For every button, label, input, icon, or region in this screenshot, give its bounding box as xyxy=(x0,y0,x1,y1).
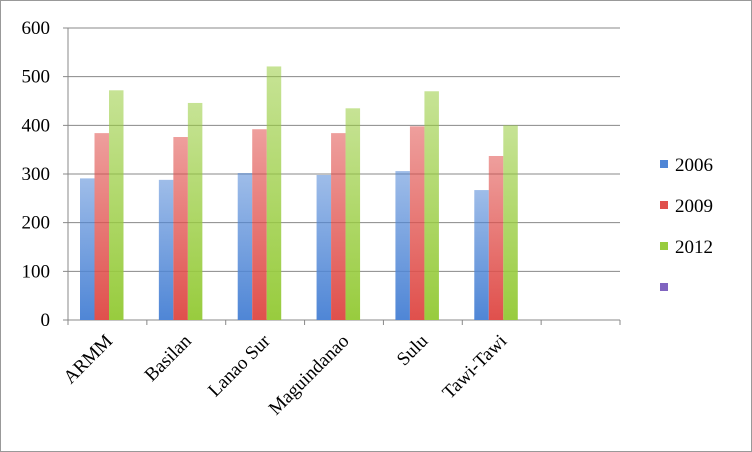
bar xyxy=(266,66,282,321)
bar xyxy=(503,125,518,320)
legend-swatch xyxy=(660,160,668,168)
bar xyxy=(158,179,174,320)
bar xyxy=(424,91,439,321)
legend-label: 2012 xyxy=(675,237,713,258)
bar xyxy=(80,178,95,320)
legend-swatch xyxy=(660,283,668,291)
bar xyxy=(237,173,253,320)
bar xyxy=(474,190,489,320)
y-tick-label: 400 xyxy=(22,115,51,136)
y-tick-label: 0 xyxy=(41,310,51,331)
bar xyxy=(252,129,267,320)
bar xyxy=(173,137,188,320)
legend-label: 2006 xyxy=(675,155,713,176)
bar xyxy=(409,126,425,320)
y-tick-label: 200 xyxy=(22,213,51,234)
bar xyxy=(345,108,361,320)
legend-swatch xyxy=(660,242,668,250)
y-tick-label: 600 xyxy=(22,18,51,39)
bar xyxy=(316,174,332,320)
bar xyxy=(187,102,203,321)
y-tick-label: 300 xyxy=(22,164,51,185)
legend-label: 2009 xyxy=(675,196,713,217)
y-tick-label: 500 xyxy=(22,67,51,88)
legend-swatch xyxy=(660,201,668,209)
y-tick-label: 100 xyxy=(22,261,51,282)
bar xyxy=(488,155,504,320)
bar xyxy=(395,171,410,320)
bar xyxy=(331,133,346,320)
bar xyxy=(109,90,124,320)
bar xyxy=(94,133,109,320)
